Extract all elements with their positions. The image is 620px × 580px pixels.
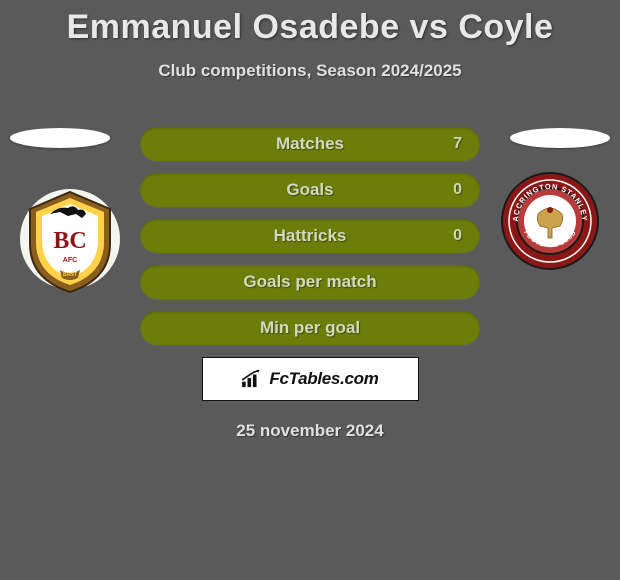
stat-row-matches: Matches 7	[140, 127, 480, 161]
stat-right-value: 0	[432, 227, 462, 245]
stat-label: Hattricks	[188, 226, 432, 246]
stat-row-hattricks: Hattricks 0	[140, 219, 480, 253]
date-label: 25 november 2024	[0, 421, 620, 441]
stat-label: Min per goal	[188, 318, 432, 338]
stat-row-goals: Goals 0	[140, 173, 480, 207]
stat-right-value: 7	[432, 135, 462, 153]
stat-row-min-per-goal: Min per goal	[140, 311, 480, 345]
stat-right-value: 0	[432, 181, 462, 199]
svg-text:BC: BC	[53, 228, 86, 254]
club-badge-left: BC AFC BANT	[20, 184, 120, 294]
stat-row-goals-per-match: Goals per match	[140, 265, 480, 299]
flag-right	[510, 128, 610, 148]
stat-label: Goals per match	[188, 272, 432, 292]
brand-watermark: FcTables.com	[202, 357, 419, 401]
chart-icon	[241, 370, 263, 388]
svg-text:AFC: AFC	[63, 257, 77, 264]
stat-label: Matches	[188, 134, 432, 154]
svg-text:BANT: BANT	[63, 272, 77, 278]
brand-text: FcTables.com	[269, 369, 378, 389]
stat-label: Goals	[188, 180, 432, 200]
page-title: Emmanuel Osadebe vs Coyle	[0, 0, 620, 47]
club-badge-right: ACCRINGTON STANLEY FOOTBALL CLUB	[500, 166, 600, 276]
stats-table: Matches 7 Goals 0 Hattricks 0 Goals per …	[140, 127, 480, 345]
flag-left	[10, 128, 110, 148]
subtitle: Club competitions, Season 2024/2025	[0, 61, 620, 81]
